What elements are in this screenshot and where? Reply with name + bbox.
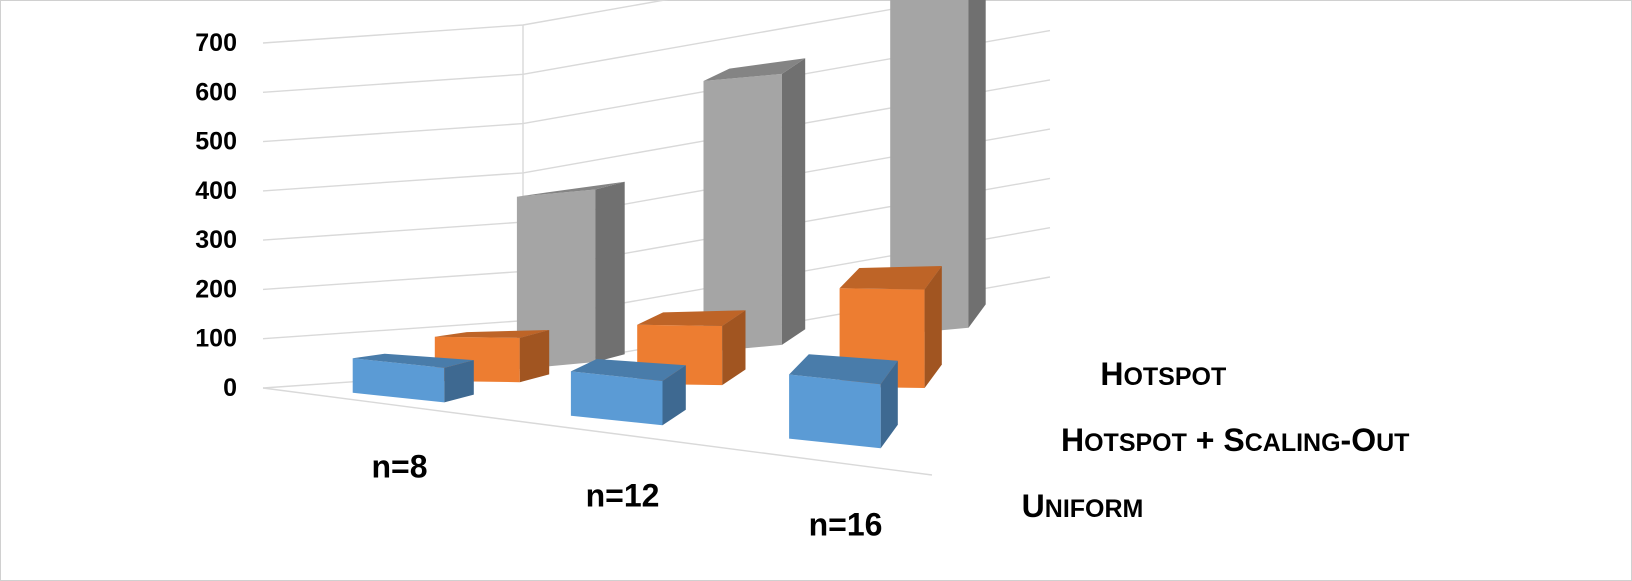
bar: [516, 181, 625, 370]
series-label-part: H: [1100, 356, 1123, 392]
bar-side: [662, 365, 686, 426]
series-label-part: S: [1223, 422, 1244, 458]
bar-front: [516, 189, 596, 370]
bar-side: [968, 0, 986, 328]
bar-side: [880, 360, 898, 449]
series-label: UNIFORM: [1022, 488, 1144, 524]
bar-top: [637, 310, 746, 326]
y-tick-label: 600: [195, 78, 237, 106]
y-tick-label: 400: [195, 177, 237, 205]
y-axis-ticks: 0 100 200 300 400 500 600 700: [195, 29, 237, 402]
bar-top: [789, 354, 898, 385]
bar-side: [781, 58, 806, 345]
series-label-part: OTSPOT: [1123, 363, 1226, 391]
bar-side: [722, 310, 746, 386]
series-label: HOTSPOT: [1100, 356, 1226, 392]
bar: [703, 58, 806, 353]
bar-top: [570, 359, 686, 381]
bar-side: [595, 181, 625, 362]
series-label-part: -O: [1341, 422, 1377, 458]
floor-front-edge: [262, 387, 933, 476]
bar-top: [352, 353, 474, 368]
bar-front: [570, 371, 663, 426]
series-label-part: OTSPOT: [1084, 429, 1187, 457]
bar: [352, 353, 474, 403]
y-tick-label: 200: [195, 275, 237, 303]
bar-front: [890, 0, 969, 335]
series-label-part: H: [1061, 422, 1084, 458]
bar-top: [703, 58, 806, 81]
x-axis-categories: n=8 n=12 n=16: [371, 449, 882, 543]
x-category-label: n=16: [809, 507, 883, 543]
bar-top: [516, 181, 625, 197]
bar-front: [352, 358, 445, 403]
series-label-part: CALING: [1245, 429, 1341, 457]
bar: [570, 359, 686, 426]
series-label-part: U: [1022, 488, 1045, 524]
bar-side: [924, 266, 942, 388]
x-category-label: n=8: [371, 449, 427, 485]
y-tick-label: 500: [195, 128, 237, 156]
series-label-part: NIFORM: [1045, 495, 1144, 523]
y-tick-label: 700: [195, 29, 237, 57]
y-tick-label: 0: [223, 374, 237, 402]
y-tick-label: 100: [195, 325, 237, 353]
bar-front: [789, 374, 881, 449]
series-label: HOTSPOT + SCALING-OUT: [1061, 422, 1409, 458]
series-label-part: +: [1187, 422, 1223, 458]
bar: [789, 354, 898, 449]
bar-top: [434, 330, 550, 338]
y-tick-label: 300: [195, 226, 237, 254]
bar-side: [444, 360, 474, 403]
bar-side: [519, 330, 550, 383]
bar-front: [703, 73, 782, 353]
bar: [890, 0, 986, 335]
bars: [352, 0, 986, 449]
series-label-part: UT: [1376, 429, 1409, 457]
x-category-label: n=12: [586, 478, 660, 514]
bar-top: [839, 266, 942, 290]
